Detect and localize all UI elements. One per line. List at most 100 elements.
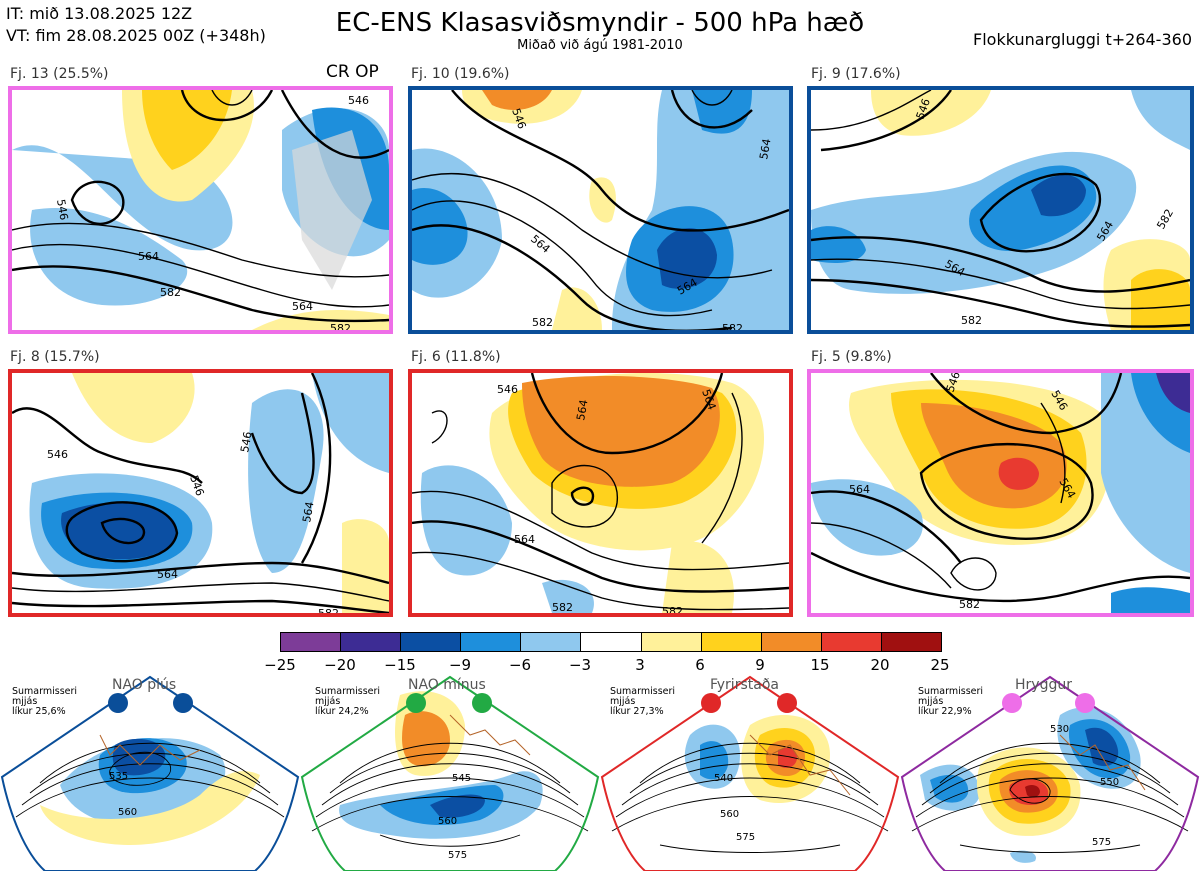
contour-label: 582 [160,286,181,299]
regime-probability: líkur 22,9% [918,706,972,717]
colorbar-tick: −3 [568,656,592,674]
colorbar-tick: −9 [448,656,472,674]
contour-label: 564 [574,399,590,422]
colorbar-swatch [641,633,702,651]
contour-label: 582 [1154,207,1176,232]
regime-dot [173,693,193,713]
cluster-map-5: 546 564 564 564 582 582 [408,369,793,617]
contour-label: 546 [47,448,68,461]
regime-title: NAO mínus [408,677,486,693]
contour-label: 560 [118,807,137,818]
contour-label: 582 [552,601,573,613]
cluster-map-6: 546 564 564 582 546 [807,369,1194,617]
colorbar-swatch [341,633,402,651]
regime-nao-minus: 545 560 575 Sumarmisseri mjjás líkur 24,… [300,675,600,871]
colorbar-tick: 9 [755,656,765,674]
cluster-label-6: Fj. 5 (9.8%) [811,349,892,365]
colorbar-swatch [401,633,462,651]
colorbar-tick: 20 [870,656,890,674]
cluster-map-2: 546 564 564 564 582 582 [408,86,793,334]
contour-label: 582 [532,316,553,329]
cluster-label-2: Fj. 10 (19.6%) [411,66,510,82]
regime-smoothing: mjjás [610,696,636,707]
colorbar-swatch [581,633,642,651]
cluster-label-1: Fj. 13 (25.5%) [10,66,109,82]
page-subtitle: Miðað við ágú 1981-2010 [517,38,683,53]
regime-title: Hryggur [1015,677,1072,693]
contour-label: 582 [961,314,982,327]
regime-probability: líkur 24,2% [315,706,369,717]
regime-smoothing: mjjás [315,696,341,707]
contour-label: 582 [959,598,980,611]
colorbar-tick: −6 [508,656,532,674]
cluster-map-1: 546 564 582 564 582 546 [8,86,393,334]
regime-ridge: 530 550 575 Sumarmisseri mjjás líkur 22,… [900,675,1200,871]
regime-season: Sumarmisseri [610,686,676,697]
contour-label: 575 [448,850,467,861]
contour-label: 582 [662,605,683,613]
contour-label: 564 [300,501,316,524]
regime-dot [1002,693,1022,713]
colorbar-tick: −20 [324,656,356,674]
regime-dot [701,693,721,713]
contour-label: 564 [849,483,870,496]
valid-time: VT: fim 28.08.2025 00Z (+348h) [6,26,266,45]
regime-season: Sumarmisseri [12,686,78,697]
cluster-map-3: 546 564 582 564 582 [807,86,1194,334]
contour-label: 535 [109,771,128,782]
page-title: EC-ENS Klasasviðsmyndir - 500 hPa hæð [335,8,865,38]
colorbar-swatch [281,633,342,651]
colorbar-swatch [881,633,942,651]
regime-dot [406,693,426,713]
cr-op-label: CR OP [326,62,379,82]
contour-label: 546 [238,431,254,454]
contour-label: 550 [1100,777,1119,788]
contour-label: 560 [720,809,739,820]
contour-label: 582 [330,322,351,330]
init-time: IT: mið 13.08.2025 12Z [6,4,193,23]
contour-label: 575 [736,832,755,843]
contour-label: 564 [157,568,178,581]
contour-label: 564 [528,232,552,255]
colorbar-tick: 15 [810,656,830,674]
contour-label: 540 [714,773,733,784]
colorbar-tick: 3 [635,656,645,674]
regime-season: Sumarmisseri [315,686,381,697]
colorbar-tick: 6 [695,656,705,674]
regime-probability: líkur 25,6% [12,706,66,717]
contour-label: 582 [722,322,743,330]
cluster-label-4: Fj. 8 (15.7%) [10,349,100,365]
contour-label: 564 [292,300,313,313]
contour-label: 582 [318,607,339,613]
contour-label: 564 [757,138,773,161]
contour-label: 546 [54,198,70,221]
regime-dot [777,693,797,713]
colorbar [280,632,942,652]
cluster-label-5: Fj. 6 (11.8%) [411,349,501,365]
contour-label: 530 [1050,724,1069,735]
colorbar-swatch [701,633,762,651]
colorbar-swatch [521,633,582,651]
colorbar-tick: −15 [384,656,416,674]
regime-title: Fyrirstaða [710,677,779,693]
colorbar-tick: 25 [930,656,950,674]
regime-smoothing: mjjás [12,696,38,707]
regime-smoothing: mjjás [918,696,944,707]
regime-title: NAO plús [112,677,177,693]
regime-blocking: 540 560 575 Sumarmisseri mjjás líkur 27,… [600,675,900,871]
colorbar-swatch [821,633,882,651]
regime-season: Sumarmisseri [918,686,984,697]
colorbar-swatch [461,633,522,651]
contour-label: 575 [1092,837,1111,848]
classification-window: Flokkunargluggi t+264-360 [973,30,1192,49]
contour-label: 545 [452,773,471,784]
regime-nao-plus: 535 560 Sumarmisseri mjjás líkur 25,6% N… [0,675,300,871]
colorbar-tick: −25 [264,656,296,674]
contour-label: 546 [348,94,369,107]
contour-label: 560 [438,816,457,827]
regime-dot [472,693,492,713]
regime-probability: líkur 27,3% [610,706,664,717]
cluster-map-4: 546 546 546 564 564 582 [8,369,393,617]
contour-label: 564 [514,533,535,546]
cluster-label-3: Fj. 9 (17.6%) [811,66,901,82]
